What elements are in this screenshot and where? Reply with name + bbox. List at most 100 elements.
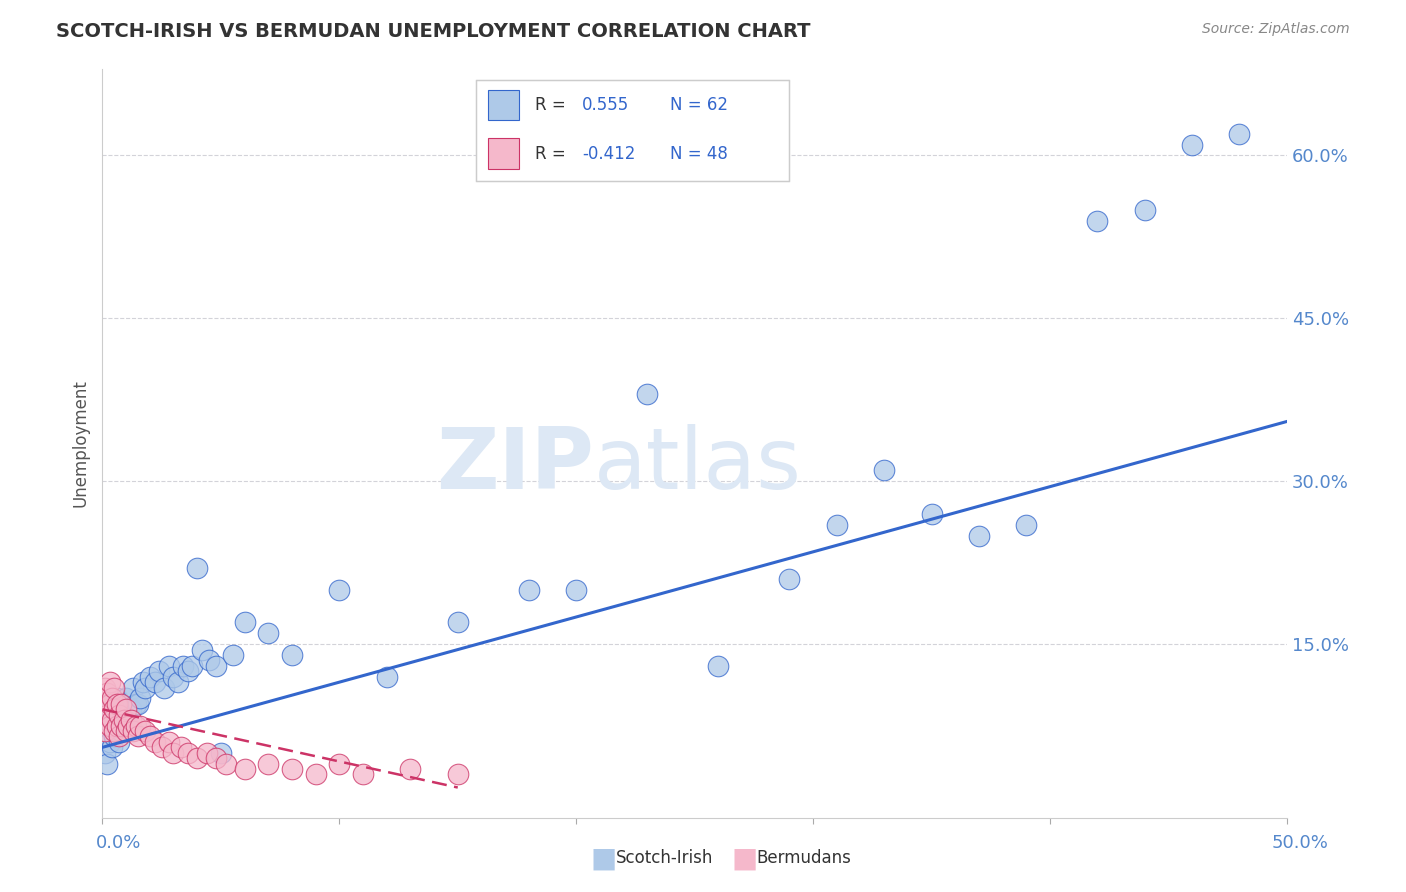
Point <box>103 724 125 739</box>
Text: Scotch-Irish: Scotch-Irish <box>616 849 713 867</box>
Point <box>134 724 156 739</box>
Point <box>115 724 138 739</box>
Point <box>112 713 135 727</box>
Point <box>110 718 132 732</box>
Point <box>181 658 204 673</box>
Point <box>127 697 149 711</box>
Point <box>124 718 146 732</box>
Point <box>94 746 117 760</box>
Point <box>105 718 128 732</box>
Point <box>98 718 121 732</box>
Point <box>101 707 124 722</box>
Point <box>169 740 191 755</box>
Point <box>205 658 228 673</box>
Point <box>143 735 166 749</box>
Point <box>257 756 280 771</box>
Point <box>447 615 470 630</box>
Point <box>105 691 128 706</box>
Point <box>98 697 121 711</box>
Point <box>134 681 156 695</box>
Point <box>233 615 256 630</box>
Point <box>825 517 848 532</box>
Point <box>186 751 208 765</box>
Point <box>101 713 124 727</box>
Point <box>103 702 125 716</box>
Point <box>115 691 138 706</box>
Point <box>214 756 236 771</box>
Point <box>108 735 131 749</box>
Point <box>98 735 121 749</box>
Point <box>112 713 135 727</box>
Point <box>167 675 190 690</box>
Point <box>191 642 214 657</box>
Point <box>94 724 117 739</box>
Point <box>103 702 125 716</box>
Point <box>447 767 470 781</box>
Point <box>120 713 142 727</box>
Point <box>281 762 304 776</box>
Point <box>131 675 153 690</box>
Point <box>108 730 131 744</box>
Point <box>707 658 730 673</box>
Point <box>129 691 152 706</box>
Point <box>122 724 145 739</box>
Point <box>281 648 304 662</box>
Point <box>150 740 173 755</box>
Point <box>115 724 138 739</box>
Point <box>873 463 896 477</box>
Point <box>177 665 200 679</box>
Point <box>117 718 139 732</box>
Text: 50.0%: 50.0% <box>1272 834 1329 852</box>
Text: SCOTCH-IRISH VS BERMUDAN UNEMPLOYMENT CORRELATION CHART: SCOTCH-IRISH VS BERMUDAN UNEMPLOYMENT CO… <box>56 22 811 41</box>
Point <box>233 762 256 776</box>
Point <box>636 387 658 401</box>
Point <box>120 702 142 716</box>
Point <box>96 707 118 722</box>
Point <box>139 670 162 684</box>
Point <box>98 697 121 711</box>
Point <box>101 691 124 706</box>
Y-axis label: Unemployment: Unemployment <box>72 379 89 508</box>
Point <box>124 697 146 711</box>
Point <box>172 658 194 673</box>
Point <box>127 730 149 744</box>
Point <box>103 730 125 744</box>
Point <box>105 697 128 711</box>
Point <box>148 665 170 679</box>
Point <box>110 702 132 716</box>
Point <box>108 707 131 722</box>
Text: Source: ZipAtlas.com: Source: ZipAtlas.com <box>1202 22 1350 37</box>
Point <box>209 746 232 760</box>
Text: ZIP: ZIP <box>436 425 593 508</box>
Point <box>96 686 118 700</box>
Point <box>565 582 588 597</box>
Point <box>195 746 218 760</box>
Point <box>139 730 162 744</box>
Point <box>157 735 180 749</box>
Point <box>222 648 245 662</box>
Point <box>96 713 118 727</box>
Point <box>186 561 208 575</box>
Point <box>778 572 800 586</box>
Text: atlas: atlas <box>593 425 801 508</box>
Point <box>1229 127 1251 141</box>
Point <box>96 756 118 771</box>
Point <box>105 724 128 739</box>
Point <box>98 675 121 690</box>
Point <box>122 681 145 695</box>
Point <box>103 681 125 695</box>
Point <box>94 702 117 716</box>
Point <box>153 681 176 695</box>
Point <box>375 670 398 684</box>
Point <box>162 746 184 760</box>
Point <box>129 718 152 732</box>
Point <box>257 626 280 640</box>
Point <box>157 658 180 673</box>
Point <box>162 670 184 684</box>
Text: ■: ■ <box>731 844 758 872</box>
Point <box>1015 517 1038 532</box>
Text: ■: ■ <box>591 844 617 872</box>
Point <box>517 582 540 597</box>
Text: 0.0%: 0.0% <box>96 834 141 852</box>
Point <box>94 681 117 695</box>
